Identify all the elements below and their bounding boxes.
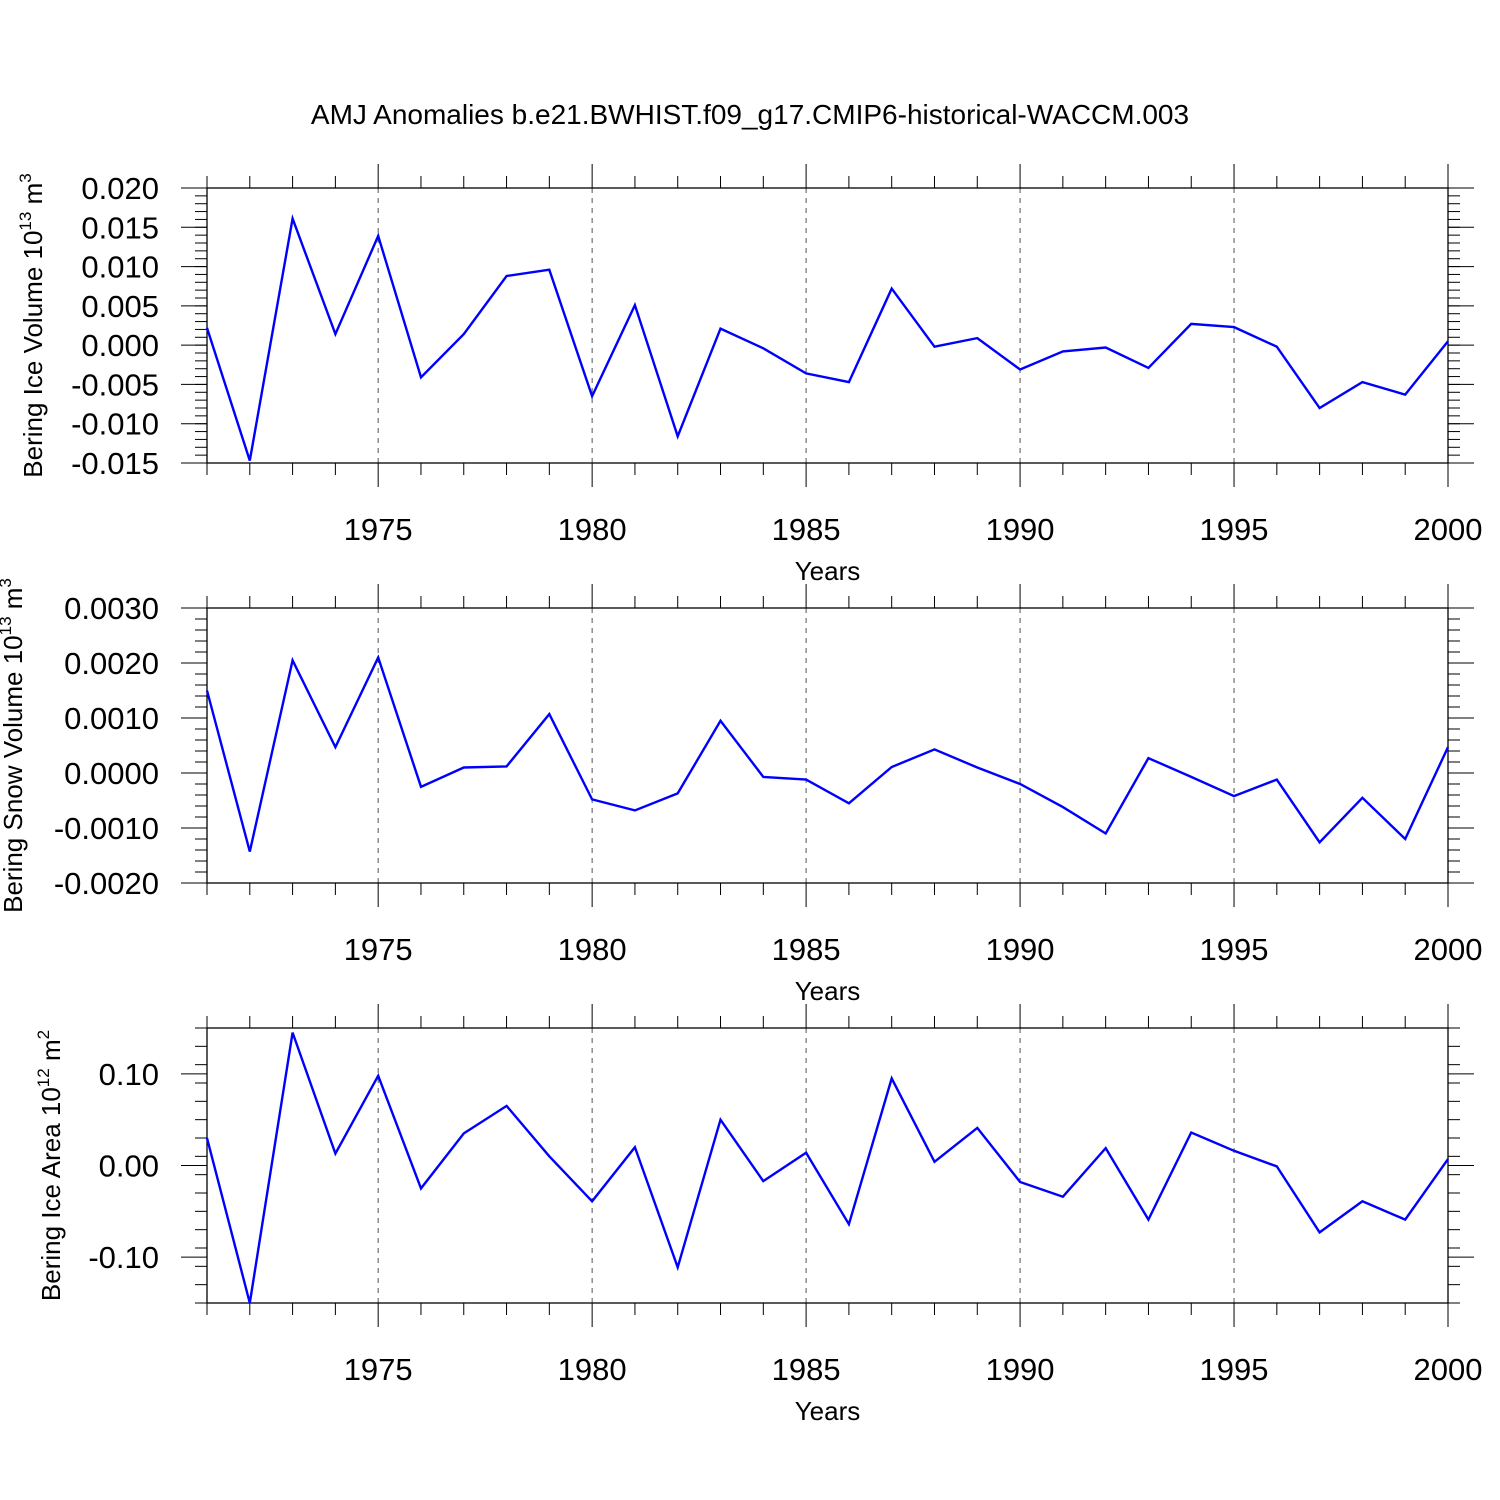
x-tick-label: 1975 (344, 1352, 413, 1387)
x-tick-label: 1995 (1200, 932, 1269, 967)
x-tick-label: 2000 (1414, 932, 1483, 967)
y-tick-label: 0.0010 (64, 701, 159, 736)
x-tick-label: 1985 (772, 512, 841, 547)
x-tick-label: 1980 (558, 512, 627, 547)
x-tick-label: 1975 (344, 512, 413, 547)
series-line (205, 654, 1450, 852)
chart-panels: 0.020 0.015 0.010 0.005 0.000 -0.005 -0.010 -0.… (0, 164, 1482, 1426)
x-tick-label: 2000 (1414, 1352, 1483, 1387)
plot-frame (206, 187, 1449, 464)
y-tick-label: -0.0020 (54, 866, 159, 901)
y-tick-label: 0.020 (81, 171, 159, 206)
y-tick-label: -0.005 (71, 367, 159, 402)
panel-3: 0.10 0.00 -0.10 1975 1980 1985 1990 1995 2000 Yea… (34, 1004, 1482, 1426)
y-tick-label: 0.0000 (64, 756, 159, 791)
x-tick-label: 1980 (558, 1352, 627, 1387)
x-tick-label: 2000 (1414, 512, 1483, 547)
y-tick-label: -0.10 (88, 1240, 159, 1275)
y-tick-label: 0.010 (81, 250, 159, 285)
x-axis-title: Years (795, 1396, 861, 1426)
y-tick-label: -0.015 (71, 446, 159, 481)
y-axis-title: Bering Snow Volume 1013 m3 (0, 578, 28, 913)
y-tick-label: 0.000 (81, 328, 159, 363)
y-tick-label: 0.0020 (64, 646, 159, 681)
y-tick-label: 0.005 (81, 289, 159, 324)
y-tick-label: 0.10 (99, 1057, 159, 1092)
x-axis-title: Years (795, 556, 861, 586)
y-tick-label: -0.010 (71, 407, 159, 442)
x-tick-label: 1985 (772, 932, 841, 967)
x-tick-label: 1995 (1200, 512, 1269, 547)
x-tick-label: 1985 (772, 1352, 841, 1387)
series-line (205, 214, 1449, 461)
panel-1: 0.020 0.015 0.010 0.005 0.000 -0.005 -0.010 -0.… (16, 164, 1482, 586)
x-tick-label: 1995 (1200, 1352, 1269, 1387)
chart-title: AMJ Anomalies b.e21.BWHIST.f09_g17.CMIP6… (311, 99, 1189, 130)
panel-2: 0.0030 0.0020 0.0010 0.0000 -0.0010 -0.0020 19… (0, 578, 1482, 1006)
x-tick-label: 1990 (986, 932, 1055, 967)
plot-frame (206, 1027, 1449, 1304)
y-axis-title: Bering Ice Volume 1013 m3 (16, 173, 48, 477)
y-axis-title: Bering Ice Area 1012 m2 (34, 1030, 66, 1301)
x-tick-label: 1980 (558, 932, 627, 967)
x-tick-label: 1990 (986, 512, 1055, 547)
y-tick-label: 0.0030 (64, 591, 159, 626)
x-tick-label: 1975 (344, 932, 413, 967)
x-tick-label: 1990 (986, 1352, 1055, 1387)
y-tick-label: 0.00 (99, 1149, 159, 1184)
plot-frame (206, 607, 1449, 884)
y-tick-label: 0.015 (81, 210, 159, 245)
x-axis-title: Years (795, 976, 861, 1006)
series-line (205, 1032, 1449, 1304)
y-tick-label: -0.0010 (54, 811, 159, 846)
